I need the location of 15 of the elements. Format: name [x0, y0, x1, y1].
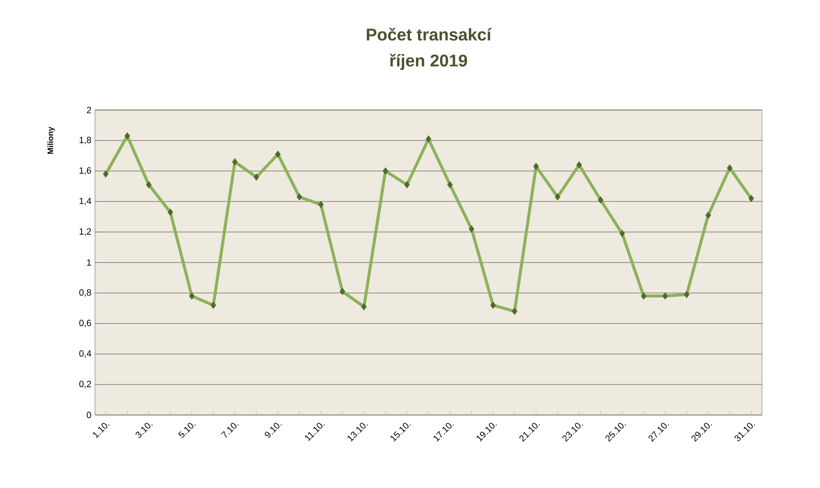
y-axis-title: Miliony	[47, 126, 55, 154]
y-tick-label: 0,8	[79, 289, 92, 297]
y-tick-label: 2	[86, 106, 92, 114]
x-tick-label: 7.10.	[221, 422, 239, 438]
y-tick-label: 1,8	[80, 136, 92, 144]
y-tick-label: 1,4	[80, 198, 92, 206]
y-tick-label: 1,2	[80, 228, 92, 236]
chart-title: Počet transakcí	[366, 28, 492, 41]
y-tick-label: 1	[87, 259, 92, 266]
y-tick-label: 1,6	[80, 167, 92, 175]
chart-subtitle: říjen 2019	[390, 54, 468, 70]
y-tick-label: 0	[86, 412, 92, 418]
y-tick-label: 0,2	[79, 380, 92, 388]
y-tick-label: 0,6	[79, 320, 92, 328]
y-tick-label: 0,4	[79, 350, 92, 358]
